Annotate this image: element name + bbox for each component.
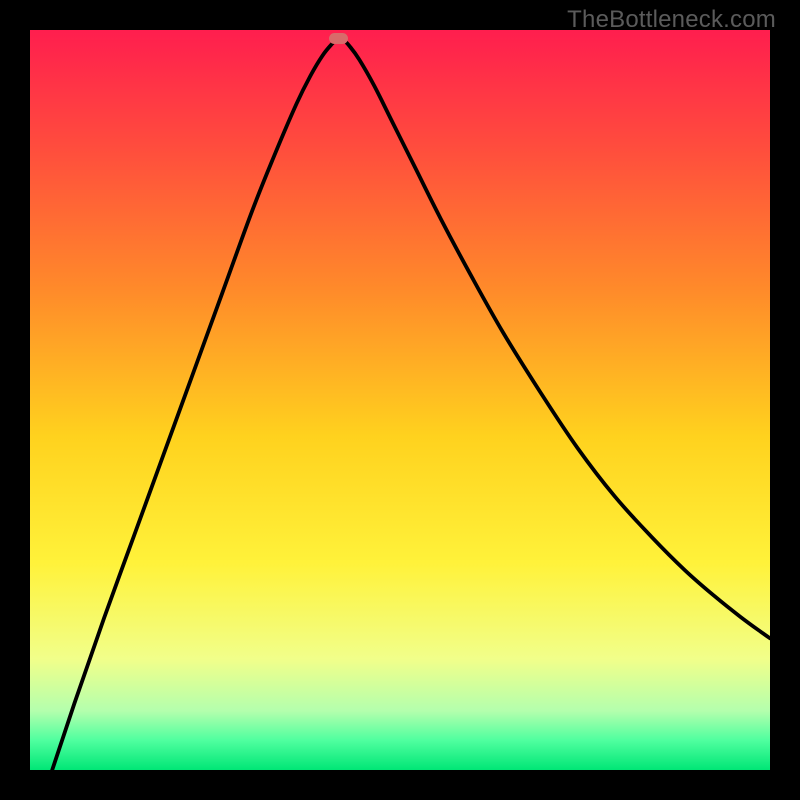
- minimum-marker: [329, 33, 348, 44]
- bottleneck-curve: [30, 30, 770, 770]
- plot-area: [30, 30, 770, 770]
- chart-frame: TheBottleneck.com: [0, 0, 800, 800]
